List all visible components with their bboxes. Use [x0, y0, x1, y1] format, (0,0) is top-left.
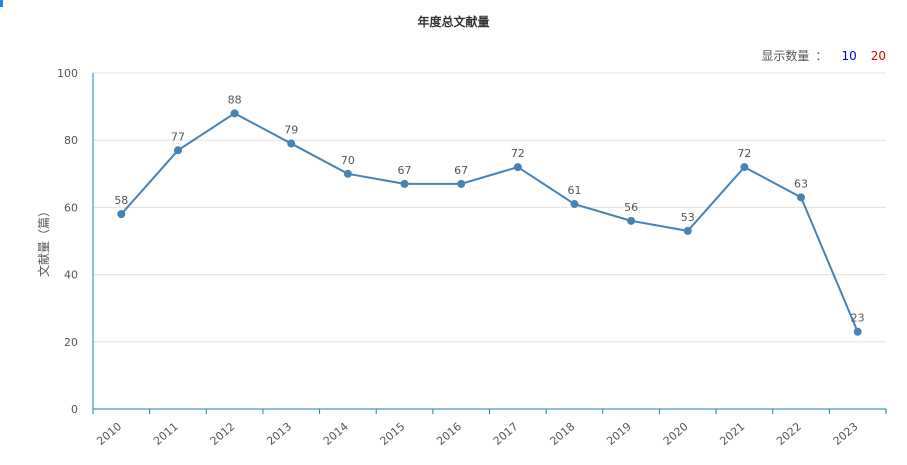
data-label-2011: 77: [171, 130, 185, 143]
data-label-2017: 72: [511, 147, 525, 160]
x-tick-labels: 2010 2011 2012 2013 2014 2015 2016 2017 2018 2019…: [94, 420, 860, 448]
corner-accent-mark: [0, 0, 3, 7]
data-label-2012: 88: [228, 93, 242, 106]
data-label-2023: 23: [851, 312, 865, 325]
display-count-control: 显示数量 ： 10 20: [761, 47, 886, 64]
y-axis-label: 文献量（篇）: [36, 205, 51, 277]
x-tick-label-2020: 2020: [661, 420, 691, 448]
data-label-2020: 53: [681, 211, 695, 224]
y-tick-label-20: 20: [64, 336, 78, 349]
data-point-2014[interactable]: [343, 169, 352, 178]
y-tick-labels: 0 20 40 60 80 100: [57, 67, 78, 416]
x-tick-label-2014: 2014: [321, 420, 351, 448]
chart-title: 年度总文献量: [417, 15, 490, 29]
x-tick-label-2011: 2011: [151, 420, 181, 448]
y-tick-label-0: 0: [71, 403, 78, 416]
y-tick-label-80: 80: [64, 134, 78, 147]
y-tick-label-60: 60: [64, 201, 78, 214]
x-tick-label-2017: 2017: [491, 420, 521, 448]
data-point-2020[interactable]: [683, 226, 692, 235]
y-tick-label-40: 40: [64, 269, 78, 282]
data-label-2021: 72: [737, 147, 751, 160]
x-tick-label-2015: 2015: [378, 420, 408, 448]
x-tick-label-2016: 2016: [434, 420, 464, 448]
data-labels: 58 77 88 79 70 67 67 72 61 56 53 72 63 23: [114, 93, 864, 324]
x-tick-label-2010: 2010: [94, 420, 124, 448]
data-label-2018: 61: [567, 184, 581, 197]
display-count-label: 显示数量: [761, 49, 810, 63]
grid-lines: [93, 72, 886, 343]
data-label-2013: 79: [284, 124, 298, 137]
x-tick-label-2022: 2022: [774, 420, 804, 448]
data-point-2021[interactable]: [740, 163, 749, 172]
data-point-2018[interactable]: [570, 200, 579, 209]
x-tick-label-2018: 2018: [548, 420, 578, 448]
data-point-2010[interactable]: [117, 210, 126, 219]
data-label-2010: 58: [114, 194, 128, 207]
data-point-2016[interactable]: [457, 179, 466, 188]
x-tick-label-2012: 2012: [208, 420, 238, 448]
data-label-2019: 56: [624, 201, 638, 214]
display-count-option-20[interactable]: 20: [870, 48, 886, 63]
data-point-2022[interactable]: [797, 193, 806, 202]
display-count-colon: ：: [815, 49, 828, 63]
data-point-2013[interactable]: [287, 139, 296, 148]
x-tick-label-2021: 2021: [717, 420, 747, 448]
display-count-option-10[interactable]: 10: [841, 48, 857, 63]
data-point-2017[interactable]: [513, 163, 522, 172]
x-tick-label-2023: 2023: [831, 420, 861, 448]
data-point-2011[interactable]: [173, 146, 182, 155]
data-label-2016: 67: [454, 164, 468, 177]
data-label-2015: 67: [398, 164, 412, 177]
data-point-2015[interactable]: [400, 179, 409, 188]
data-point-2023[interactable]: [853, 327, 862, 336]
x-tick-label-2013: 2013: [264, 420, 294, 448]
y-tick-label-100: 100: [57, 67, 78, 80]
x-tick-label-2019: 2019: [604, 420, 634, 448]
series-line-0: [120, 112, 859, 333]
data-label-2014: 70: [341, 154, 355, 167]
data-label-2022: 63: [794, 177, 808, 190]
data-point-2019[interactable]: [627, 216, 636, 225]
axes: [92, 73, 887, 414]
data-series: [117, 109, 862, 336]
data-point-2012[interactable]: [230, 109, 239, 118]
